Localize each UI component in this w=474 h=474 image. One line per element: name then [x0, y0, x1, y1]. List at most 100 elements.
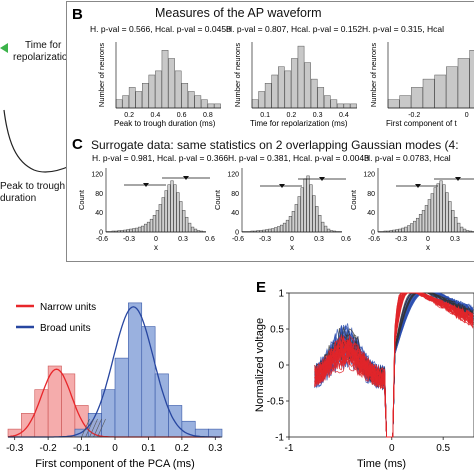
legend-narrow-label: Narrow units [40, 302, 96, 313]
x-tick-label: 0.3 [314, 236, 324, 243]
mean-marker [279, 184, 285, 188]
histogram-bar [446, 66, 458, 109]
histogram-bar [170, 180, 174, 233]
y-tick-label: 1 [278, 289, 284, 300]
x-tick-label: -1 [285, 443, 294, 454]
histogram-bar [277, 226, 281, 233]
histogram-bar [411, 87, 423, 109]
histogram-bar [398, 228, 402, 233]
y-tick-label: 40 [231, 210, 239, 217]
x-tick-label: 0.5 [436, 443, 450, 454]
histogram-bar [413, 220, 417, 233]
panel-b-title: Measures of the AP waveform [155, 6, 322, 20]
panel-e-letter: E [256, 279, 267, 296]
histogram-bar [424, 205, 428, 233]
histogram-bar [321, 221, 325, 233]
histogram-bar [158, 204, 162, 233]
x-tick-label: -0.6 [368, 236, 380, 243]
y-tick-label: 0 [371, 230, 375, 237]
histogram-bar [128, 302, 143, 438]
x-tick-label: 0 [112, 443, 118, 454]
x-axis-label: First component of the PCA (ms) [35, 458, 195, 470]
histogram-bar [454, 216, 458, 233]
y-axis-label: Number of neurons [369, 43, 378, 107]
y-axis-label: Count [77, 189, 86, 210]
x-tick-label: 0 [389, 443, 395, 454]
histogram-bar [436, 183, 440, 233]
histogram-bar [61, 373, 76, 438]
histogram-bar [309, 184, 313, 233]
histogram-bar [179, 201, 183, 233]
histogram-bar [422, 78, 435, 109]
histogram-bar [115, 99, 123, 109]
x-axis-label: Time for repolarization (ms) [250, 119, 348, 128]
x-tick-label: 0.3 [313, 112, 323, 119]
histogram-bar [291, 58, 298, 109]
y-axis-label: Normalized voltage [254, 318, 266, 412]
histogram-bar [152, 215, 156, 233]
histogram-bar [185, 216, 189, 233]
histogram-bar [337, 103, 344, 109]
histogram-bar [288, 215, 292, 233]
histogram-bar [135, 91, 143, 109]
x-tick-label: 0 [290, 236, 294, 243]
panel-c-histograms: H. p-val = 0.981, Hcal. p-val = 0.366 120… [77, 153, 474, 252]
histogram-bar [469, 50, 474, 109]
histogram-bar [187, 91, 195, 109]
y-tick-label: 0.5 [270, 325, 284, 336]
panel-c-letter: C [72, 136, 83, 153]
stats-text: H. p-val = 0.381, Hcal. p-val = 0.0043 [228, 153, 369, 163]
x-tick-label: 0.1 [141, 443, 155, 454]
stats-text: H. p-val = 0.0783, Hcal [364, 153, 451, 163]
histogram-bar [284, 70, 292, 109]
stats-text: H. p-val = 0.315, Hcal [362, 24, 444, 34]
stats-text: H. p-val = 0.566, Hcal. p-val = 0.0458 [90, 24, 231, 34]
histogram-bar [300, 187, 304, 233]
histogram-bar [258, 91, 265, 109]
histogram-bar [297, 45, 305, 109]
histogram-bar [155, 210, 159, 233]
histogram-bar [318, 215, 322, 233]
panel-a-trace [0, 43, 70, 173]
histogram-bar [297, 196, 301, 233]
histogram-bar [387, 99, 400, 109]
stats-text: H. p-val = 0.981, Hcal. p-val = 0.366 [92, 153, 228, 163]
x-tick-label: 0 [154, 236, 158, 243]
histogram-bar [274, 227, 278, 233]
overlap-hatch [85, 418, 94, 438]
y-tick-label: 120 [91, 172, 103, 179]
x-tick-label: -0.6 [232, 236, 244, 243]
mean-marker [415, 184, 421, 188]
histogram-bar [129, 228, 133, 233]
overlap-hatch [89, 418, 98, 438]
panel-d-chart: -0.3 -0.2 -0.1 0 0.1 0.2 0.3 First component of… [6, 302, 223, 470]
histogram-bar [350, 103, 357, 109]
histogram-bar [430, 193, 434, 233]
y-tick-label: -1 [275, 433, 284, 444]
histogram-bar [208, 428, 223, 438]
panel-b-histograms: H. p-val = 0.566, Hcal. p-val = 0.0458 0.… [90, 24, 474, 128]
stats-text: H. p-val = 0.807, Hcal. p-val = 0.152 [226, 24, 362, 34]
histogram-bar [451, 210, 455, 233]
histogram-bar [164, 190, 168, 233]
histogram-bar [268, 228, 272, 233]
histogram-bar [445, 192, 449, 233]
overlap-hatch [93, 418, 102, 438]
histogram-bar [128, 87, 136, 109]
histogram-bar [282, 222, 287, 233]
histogram-bar [271, 228, 275, 233]
histogram-bar [463, 228, 467, 233]
histogram-bar [188, 222, 192, 233]
histogram-bar [271, 74, 279, 109]
x-tick-label: -0.3 [6, 443, 24, 454]
histogram-bar [126, 229, 130, 233]
overlap-hatch [97, 418, 106, 438]
x-tick-label: 0.6 [205, 236, 215, 243]
histogram-bar [214, 103, 221, 109]
x-tick-label: -0.3 [259, 236, 271, 243]
x-axis-label: x [426, 243, 430, 252]
y-tick-label: 0 [278, 361, 284, 372]
histogram-bar [191, 226, 195, 233]
x-tick-label: 0.2 [124, 112, 134, 119]
histogram-bar [421, 210, 426, 233]
